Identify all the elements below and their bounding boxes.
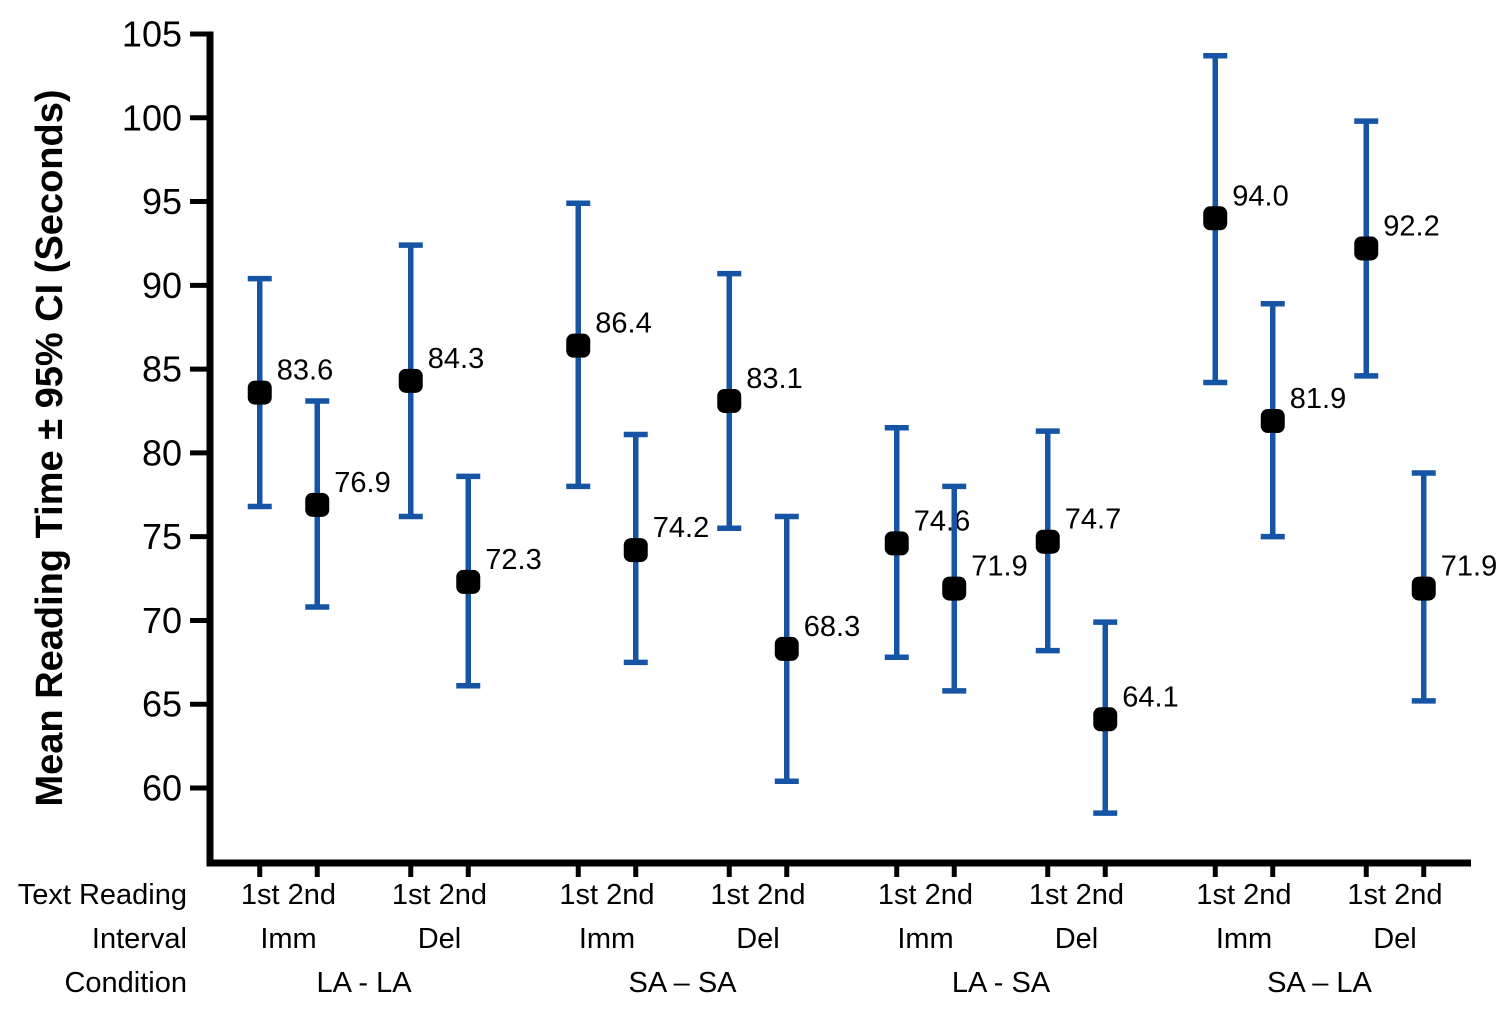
mean-value-label: 76.9	[334, 467, 390, 499]
y-tick-label: 100	[122, 97, 182, 138]
mean-value-label: 86.4	[595, 308, 651, 340]
row-header-text-reading: Text Reading	[18, 879, 187, 911]
y-tick-label: 95	[142, 181, 182, 222]
y-tick-label: 85	[142, 349, 182, 390]
mean-value-label: 81.9	[1290, 383, 1346, 415]
y-tick-label: 65	[142, 684, 182, 725]
mean-value-label: 84.3	[428, 343, 484, 375]
reading-pair-label: 1st 2nd	[878, 879, 973, 911]
interval-label: Imm	[897, 923, 953, 955]
mean-value-label: 94.0	[1232, 180, 1288, 212]
mean-point	[1035, 529, 1060, 554]
mean-value-label: 64.1	[1122, 681, 1178, 713]
y-tick-label: 80	[142, 432, 182, 473]
reading-pair-label: 1st 2nd	[710, 879, 805, 911]
mean-point	[1411, 576, 1436, 601]
mean-value-label: 83.1	[746, 363, 802, 395]
mean-point	[247, 380, 272, 405]
mean-point	[1203, 206, 1228, 231]
reading-pair-label: 1st 2nd	[559, 879, 654, 911]
mean-point	[717, 388, 742, 413]
mean-point	[774, 636, 799, 661]
mean-value-label: 92.2	[1383, 210, 1439, 242]
mean-value-label: 72.3	[485, 544, 541, 576]
condition-label: LA - SA	[952, 967, 1051, 999]
mean-point	[1354, 236, 1379, 261]
mean-point	[456, 569, 481, 594]
interval-label: Del	[1373, 923, 1417, 955]
mean-point	[398, 368, 423, 393]
mean-point	[566, 333, 591, 358]
mean-value-label: 83.6	[277, 355, 333, 387]
interval-label: Imm	[260, 923, 316, 955]
interval-label: Imm	[579, 923, 635, 955]
mean-value-label: 68.3	[804, 611, 860, 643]
mean-point	[623, 538, 648, 563]
mean-point	[305, 492, 330, 517]
condition-label: SA – LA	[1267, 967, 1372, 999]
interval-label: Del	[418, 923, 462, 955]
reading-pair-label: 1st 2nd	[392, 879, 487, 911]
condition-label: LA - LA	[316, 967, 412, 999]
y-axis-title: Mean Reading Time ± 95% CI (Seconds)	[29, 90, 71, 807]
interval-label: Del	[1055, 923, 1099, 955]
interval-label: Del	[736, 923, 780, 955]
condition-label: SA – SA	[628, 967, 737, 999]
mean-value-label: 74.7	[1065, 504, 1121, 536]
mean-point	[1260, 409, 1285, 434]
reading-pair-label: 1st 2nd	[1196, 879, 1291, 911]
y-tick-label: 90	[142, 265, 182, 306]
interval-label: Imm	[1216, 923, 1272, 955]
mean-value-label: 71.9	[1441, 551, 1497, 583]
y-tick-label: 70	[142, 600, 182, 641]
mean-value-label: 74.2	[653, 512, 709, 544]
reading-pair-label: 1st 2nd	[1347, 879, 1442, 911]
mean-value-label: 71.9	[971, 551, 1027, 583]
reading-pair-label: 1st 2nd	[1029, 879, 1124, 911]
y-tick-label: 60	[142, 768, 182, 809]
y-tick-label: 75	[142, 516, 182, 557]
mean-point	[884, 531, 909, 556]
mean-point	[942, 576, 967, 601]
y-tick-label: 105	[122, 14, 182, 55]
row-header-interval: Interval	[92, 923, 187, 955]
mean-value-label: 74.6	[914, 505, 970, 537]
reading-pair-label: 1st 2nd	[241, 879, 336, 911]
row-header-condition: Condition	[64, 967, 187, 999]
mean-point	[1093, 707, 1118, 732]
